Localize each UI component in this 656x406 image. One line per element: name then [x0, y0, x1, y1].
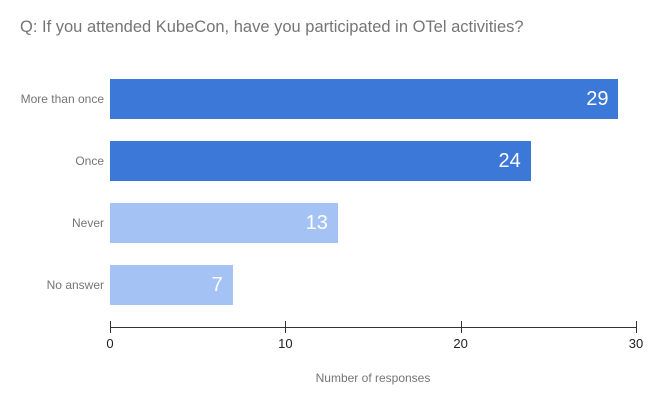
bar-row: More than once 29 — [0, 68, 656, 130]
category-label-more-than-once: More than once — [20, 92, 104, 106]
chart-title: Q: If you attended KubeCon, have you par… — [20, 18, 524, 36]
bar-value-label: 24 — [498, 150, 521, 172]
x-tick-label: 20 — [453, 336, 468, 351]
bar-track: 24 — [110, 141, 636, 181]
bar-row: Never 13 — [0, 192, 656, 254]
x-tick-label: 0 — [106, 336, 114, 351]
category-label-no-answer: No answer — [46, 278, 104, 292]
plot-area: More than once 29 Once 24 Never 13 — [0, 68, 656, 316]
bar-track: 7 — [110, 265, 636, 305]
x-tick-label: 30 — [628, 336, 644, 351]
bar-once: 24 — [110, 141, 531, 181]
bar-no-answer: 7 — [110, 265, 233, 305]
x-axis-title: Number of responses — [315, 371, 431, 385]
bar-value-label: 29 — [586, 88, 609, 110]
category-label-once: Once — [75, 154, 104, 168]
bar-more-than-once: 29 — [110, 79, 619, 119]
bar-value-label: 7 — [211, 274, 223, 296]
category-label-never: Never — [71, 216, 104, 230]
x-axis-line — [110, 321, 637, 333]
bar-row: Once 24 — [0, 130, 656, 192]
x-tick-label: 10 — [278, 336, 293, 351]
x-axis-tick-labels: 0 10 20 30 — [106, 336, 643, 352]
x-axis-tick — [460, 321, 462, 333]
x-axis-tick — [285, 321, 287, 333]
x-axis-tick — [110, 321, 111, 333]
bar-track: 13 — [110, 203, 636, 243]
bar-track: 29 — [110, 79, 636, 119]
x-axis-tick — [636, 321, 637, 333]
bar-never: 13 — [110, 203, 338, 243]
bar-value-label: 13 — [305, 212, 328, 234]
bar-row: No answer 7 — [0, 254, 656, 316]
